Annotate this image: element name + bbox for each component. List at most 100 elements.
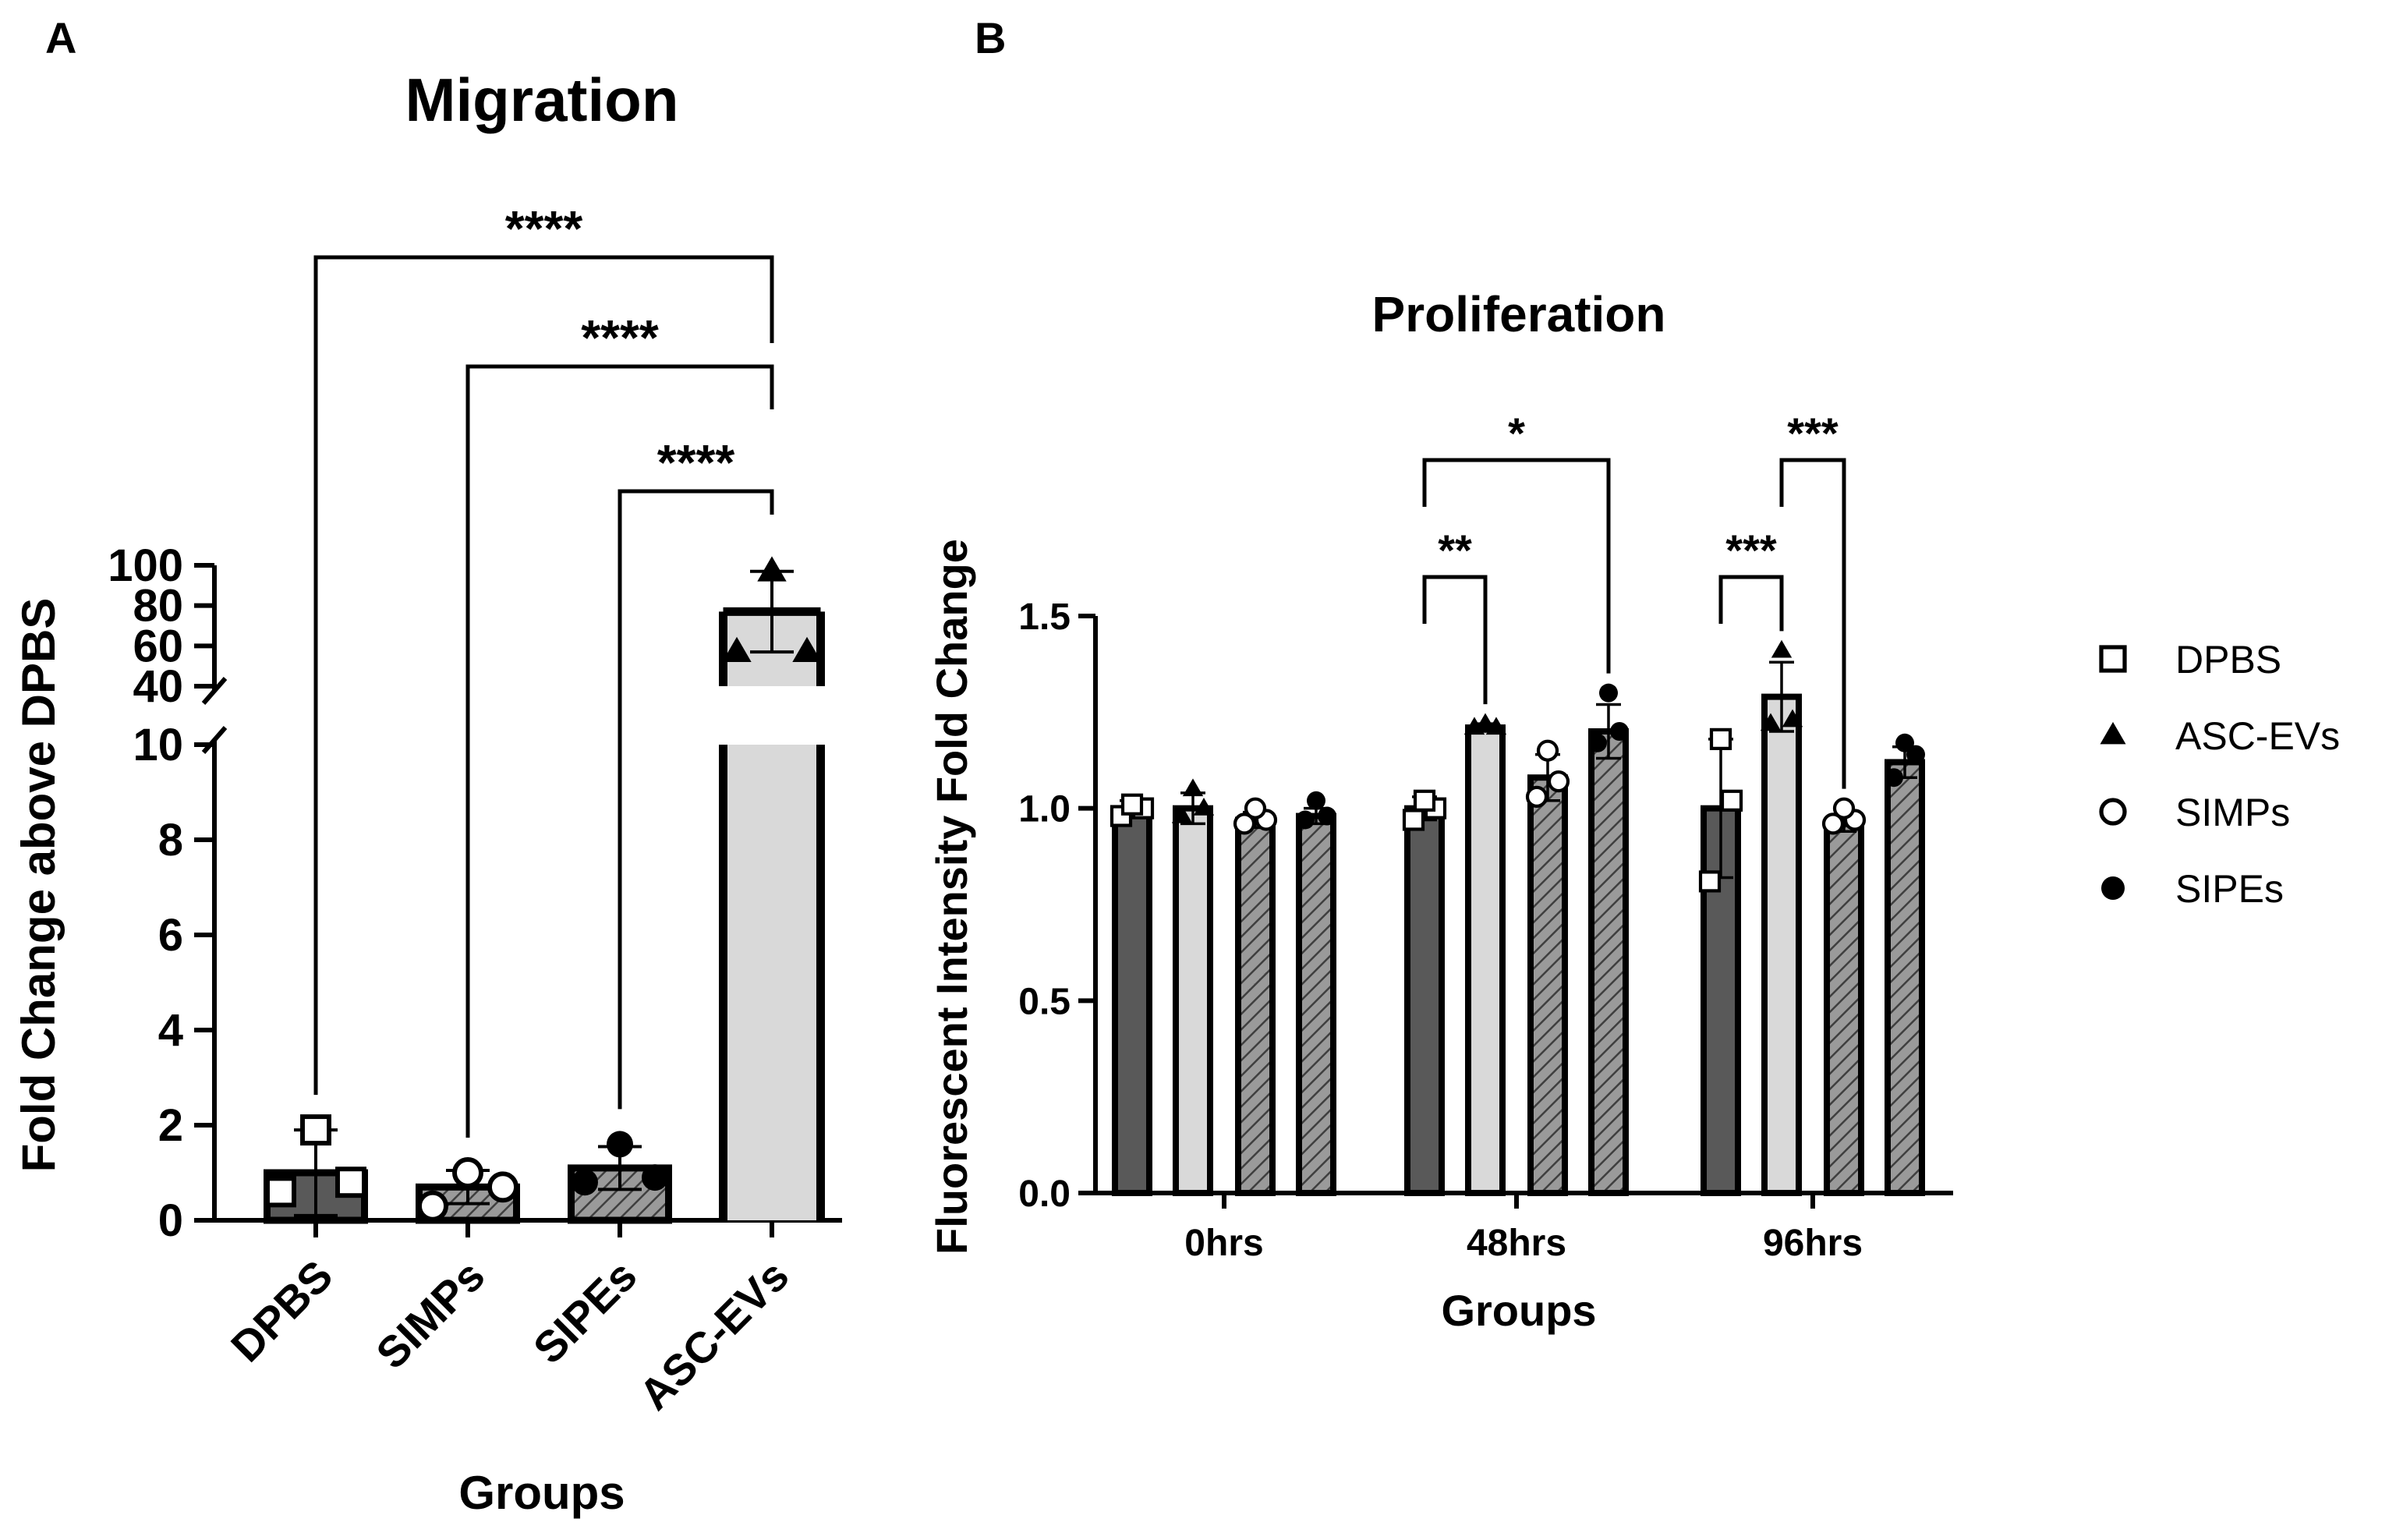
proliferation-chart: B Proliferation Fluorescent Intensity Fo… [927, 13, 2340, 1335]
migration-title: Migration [405, 65, 679, 134]
bar-DPBS-0hrs [1112, 805, 1152, 1196]
proliferation-axes: 0.0 0.5 1.0 1.5 0hrs 48hrs 96hrs [1018, 597, 1953, 1264]
migration-y-axis-label: Fold Change above DPBS [12, 598, 65, 1173]
axis-break-mark-upper [201, 677, 228, 705]
y-tick-label: 1.0 [1018, 789, 1071, 830]
significance-label: *** [1725, 526, 1777, 575]
bar-SIPEs-48hrs [1588, 728, 1629, 1196]
significance-bracket [618, 489, 774, 1110]
significance-label: ** [1438, 526, 1472, 575]
data-point-ASC-EVs [1782, 709, 1803, 728]
data-point-ASC-EVs [1474, 713, 1496, 731]
bar-ASC-EVs-48hrs [1465, 724, 1506, 1196]
significance-label: **** [657, 434, 735, 490]
significance-bracket [1718, 575, 1784, 632]
data-point-DPBS [265, 1176, 296, 1208]
data-point-ASC-EVs [757, 556, 787, 582]
x-tick-label: SIMPs [366, 1251, 494, 1378]
x-tick-label: 48hrs [1467, 1223, 1566, 1264]
legend-label: ASC-EVs [2175, 714, 2340, 758]
axis-break-mark-lower [201, 726, 228, 754]
significance-bracket [1422, 575, 1488, 705]
y-tick-label: 40 [133, 661, 183, 712]
y-tick-label: 60 [133, 621, 183, 671]
data-point-ASC-EVs [1760, 713, 1782, 731]
bar-SIMPs-0hrs [1235, 816, 1276, 1196]
data-point-DPBS [1413, 789, 1436, 812]
y-tick-label: 10 [133, 720, 183, 770]
legend-marker-SIMPs [2099, 798, 2127, 826]
y-tick-label: 100 [108, 540, 183, 591]
y-tick-label: 2 [158, 1100, 183, 1151]
data-point-SIMPs [1821, 812, 1845, 835]
significance-bracket [313, 255, 774, 1096]
legend-label: DPBS [2175, 638, 2281, 681]
data-point-SIPEs [1610, 722, 1629, 741]
data-point-SIMPs [1244, 797, 1267, 820]
migration-significance: **** **** **** [313, 200, 774, 1138]
data-point-ASC-EVs [1771, 639, 1793, 658]
data-point-DPBS [1698, 870, 1722, 893]
data-point-DPBS [1720, 789, 1743, 812]
data-point-SIMPs [1832, 797, 1856, 820]
migration-bars [264, 569, 825, 1224]
x-tick-label: 0hrs [1184, 1223, 1263, 1264]
data-point-SIPEs [1885, 768, 1903, 788]
data-point-SIMPs [417, 1190, 448, 1222]
data-point-DPBS [1709, 728, 1732, 750]
legend-marker-ASC-EVs [2100, 721, 2126, 745]
legend-marker-SIPEs [2101, 876, 2125, 900]
data-point-SIPEs [572, 1169, 598, 1196]
bar-SIPEs-0hrs [1296, 812, 1336, 1196]
significance-label: **** [505, 200, 583, 257]
y-tick-label: 1.5 [1018, 597, 1071, 638]
panel-a-letter: A [45, 13, 76, 62]
bar-ASC-EVs-lower [723, 745, 821, 1220]
significance-label: **** [581, 310, 659, 366]
proliferation-points [1110, 639, 1925, 893]
x-tick-label: SIPEs [524, 1251, 646, 1373]
x-tick-label: 96hrs [1763, 1223, 1863, 1264]
y-tick-label: 6 [158, 910, 183, 961]
data-point-SIPEs [1307, 791, 1325, 810]
y-tick-label: 80 [133, 581, 183, 632]
data-point-SIPEs [607, 1131, 633, 1158]
proliferation-legend: DPBS ASC-EVs SIMPs SIPEs [2099, 638, 2340, 911]
data-point-DPBS [335, 1167, 366, 1198]
y-tick-label: 0 [158, 1195, 183, 1246]
data-point-SIPEs [1318, 806, 1336, 826]
bar-SIMPs-96hrs [1824, 820, 1864, 1197]
data-point-SIMPs [1547, 770, 1570, 793]
y-tick-label: 8 [158, 815, 183, 866]
legend-marker-DPBS [2099, 645, 2127, 673]
data-point-ASC-EVs [1193, 797, 1215, 816]
data-point-ASC-EVs [722, 636, 752, 663]
proliferation-significance: ********* [1422, 409, 1846, 789]
legend-label: SIMPs [2175, 791, 2290, 834]
panel-b-letter: B [975, 13, 1006, 62]
data-point-DPBS [1402, 809, 1425, 831]
data-point-SIMPs [452, 1157, 483, 1188]
data-point-SIMPs [1233, 812, 1256, 835]
data-point-SIMPs [1536, 739, 1559, 762]
bar-ASC-EVs-96hrs [1761, 693, 1802, 1196]
migration-x-axis-label: Groups [458, 1467, 625, 1519]
significance-bracket [1779, 458, 1846, 789]
significance-label: * [1508, 409, 1525, 458]
data-point-SIPEs [1588, 733, 1607, 752]
significance-label: *** [1787, 409, 1839, 458]
x-tick-label: ASC-EVs [629, 1251, 798, 1419]
data-point-ASC-EVs [1182, 778, 1204, 797]
migration-points [265, 556, 822, 1222]
data-point-SIMPs [1525, 785, 1548, 808]
y-tick-label: 4 [158, 1005, 183, 1056]
bar-DPBS-48hrs [1404, 805, 1445, 1196]
proliferation-x-axis-label: Groups [1441, 1286, 1596, 1335]
data-point-DPBS [1120, 793, 1144, 816]
y-tick-label: 0.0 [1018, 1174, 1071, 1215]
data-point-DPBS [300, 1114, 331, 1146]
data-point-SIMPs [487, 1171, 518, 1203]
